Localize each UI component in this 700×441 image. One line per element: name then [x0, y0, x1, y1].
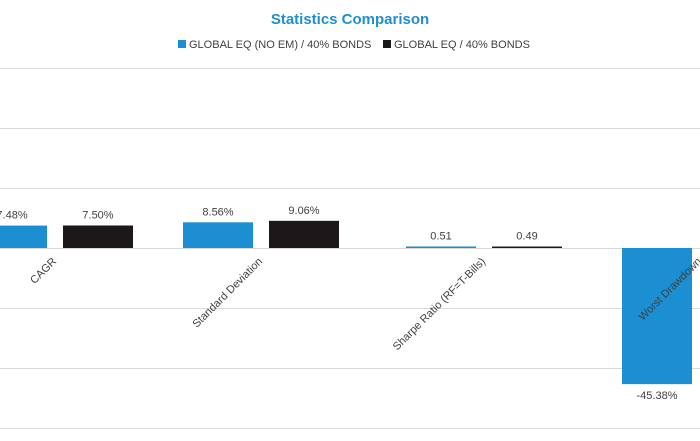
data-label: 0.49	[516, 231, 537, 243]
data-label: 8.56%	[202, 206, 233, 218]
legend-swatch-series-1	[178, 40, 186, 48]
data-label: -45.38%	[637, 390, 678, 402]
bar-worst-drawdown-series-1	[622, 248, 692, 385]
legend: GLOBAL EQ (NO EM) / 40% BONDS GLOBAL EQ …	[178, 39, 530, 51]
legend-swatch-series-2	[383, 40, 391, 48]
category-label: CAGR	[28, 256, 59, 287]
data-label: 0.51	[430, 230, 451, 242]
category-label: Sharpe Ratio (RF=T-Bills)	[391, 256, 488, 353]
bar-sharpe-ratio-rf-t-bills--series-1	[406, 246, 476, 248]
bar-sharpe-ratio-rf-t-bills--series-2	[492, 246, 562, 248]
gridlines	[0, 68, 700, 429]
category-label: Standard Deviation	[190, 256, 265, 331]
data-label: 7.50%	[82, 210, 113, 222]
bar-standard-deviation-series-2	[269, 220, 339, 248]
bars	[0, 220, 692, 385]
data-labels: 7.48% 7.50% 8.56% 9.06% 0.51 0.49 -45.38%	[0, 205, 678, 402]
data-label: 7.48%	[0, 210, 28, 222]
chart-title: Statistics Comparison	[271, 11, 429, 28]
category-labels: CAGR Standard Deviation Sharpe Ratio (RF=T…	[28, 256, 700, 353]
bar-standard-deviation-series-1	[183, 222, 253, 248]
legend-label-series-2: GLOBAL EQ / 40% BONDS	[394, 39, 530, 51]
bar-cagr-series-2	[63, 225, 133, 248]
legend-label-series-1: GLOBAL EQ (NO EM) / 40% BONDS	[189, 39, 371, 51]
bar-cagr-series-1	[0, 225, 47, 248]
data-label: 9.06%	[288, 205, 319, 217]
